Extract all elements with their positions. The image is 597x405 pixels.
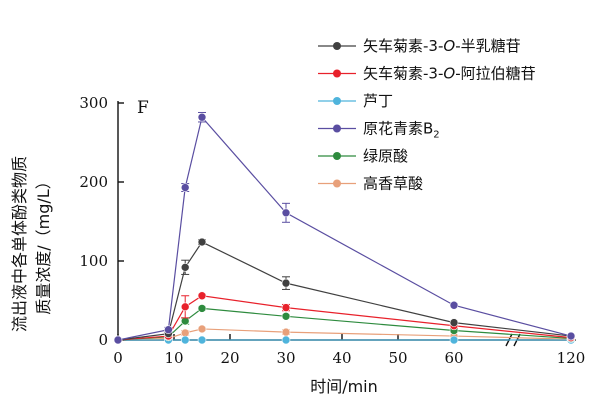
x-axis-title: 时间/min xyxy=(310,377,378,396)
y-tick-label: 200 xyxy=(79,173,108,191)
axes: 0 100 200 300 0 10 20 30 40 50 60 120 xyxy=(79,94,585,367)
legend-label: 高香草酸 xyxy=(363,175,423,193)
data-point xyxy=(113,335,123,345)
legend-label: 绿原酸 xyxy=(363,147,408,165)
data-point xyxy=(197,112,207,122)
data-point xyxy=(281,311,291,321)
series-line xyxy=(117,241,572,341)
data-point xyxy=(281,335,291,345)
legend-item: 芦丁 xyxy=(318,92,393,110)
y-tick-label: 300 xyxy=(79,94,108,112)
legend-marker xyxy=(333,124,341,133)
data-point xyxy=(197,237,207,247)
legend-label: 芦丁 xyxy=(363,92,393,110)
data-point xyxy=(449,335,459,345)
x-tick-label: 20 xyxy=(220,349,239,367)
legend-marker xyxy=(333,152,341,160)
data-point xyxy=(197,304,207,313)
legend-label: 矢车菊素-3-O-阿拉伯糖苷 xyxy=(363,65,536,83)
x-tick-label: 60 xyxy=(444,349,463,367)
legend-label: 矢车菊素-3-O-半乳糖苷 xyxy=(363,37,521,55)
data-point xyxy=(281,278,291,288)
series-4 xyxy=(113,111,576,345)
data-point xyxy=(180,328,190,338)
legend-marker xyxy=(333,69,341,78)
y-tick-label: 100 xyxy=(79,252,108,270)
y-axis-title-group: 流出液中各单体酚类物质 质量浓度/（mg/L） xyxy=(10,156,53,332)
legend-item: 绿原酸 xyxy=(318,147,408,165)
x-tick-label: 0 xyxy=(113,349,123,367)
legend-item: 矢车菊素-3-O-阿拉伯糖苷 xyxy=(318,65,536,83)
plot-area xyxy=(113,111,576,345)
legend-item: 矢车菊素-3-O-半乳糖苷 xyxy=(318,37,521,55)
data-point xyxy=(197,291,207,301)
y-axis-title-line1: 流出液中各单体酚类物质 xyxy=(10,156,29,332)
x-tick-label: 40 xyxy=(332,349,351,367)
data-point xyxy=(566,331,576,341)
data-point xyxy=(180,335,190,345)
data-point xyxy=(281,208,291,218)
data-point xyxy=(180,183,190,192)
panel-label: F xyxy=(137,98,149,118)
legend-label: 原花青素B2 xyxy=(363,120,440,141)
x-tick-label: 30 xyxy=(276,349,295,367)
legend-marker xyxy=(333,179,341,188)
legend-marker xyxy=(333,97,341,105)
series-1 xyxy=(113,237,576,345)
data-point xyxy=(449,300,459,310)
y-tick-label: 0 xyxy=(98,331,108,349)
data-point xyxy=(180,263,190,272)
y-axis-title-line2: 质量浓度/（mg/L） xyxy=(34,173,53,314)
data-point xyxy=(164,325,173,335)
x-tick-label: 120 xyxy=(557,349,586,367)
x-tick-label: 50 xyxy=(388,349,407,367)
data-point xyxy=(449,318,459,327)
data-point xyxy=(197,324,207,334)
legend-item: 高香草酸 xyxy=(318,175,423,193)
data-point xyxy=(197,335,207,345)
x-tick-label: 10 xyxy=(164,349,183,367)
data-point xyxy=(281,303,291,312)
legend-marker xyxy=(333,42,341,50)
data-point xyxy=(281,327,291,337)
data-point xyxy=(180,302,190,312)
legend-item: 原花青素B2 xyxy=(318,120,440,141)
